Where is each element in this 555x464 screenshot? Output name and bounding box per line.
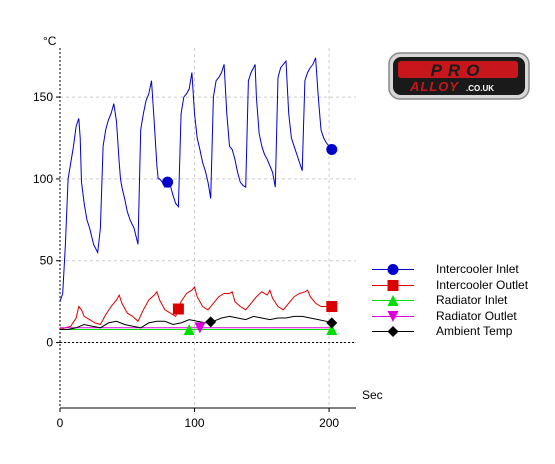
legend-label-intercooler-outlet: Intercooler Outlet	[436, 277, 529, 292]
legend-item-ambient-temp: Ambient Temp	[370, 324, 550, 340]
axes	[56, 48, 356, 412]
marker-intercooler-inlet-1	[162, 176, 174, 188]
marker-intercooler-outlet-1	[172, 303, 184, 315]
marker-ambient-temp-1	[205, 316, 217, 328]
series-markers	[162, 143, 338, 335]
legend-symbol-radiator-inlet	[372, 295, 414, 306]
legend-symbol-radiator-outlet	[372, 310, 414, 322]
logo-suffix: .CO.UK	[466, 84, 494, 93]
legend-label-radiator-inlet: Radiator Inlet	[436, 293, 508, 307]
y-tick-label-50: 50	[40, 254, 54, 268]
marker-radiator-inlet-0	[326, 323, 338, 335]
marker-intercooler-outlet-0	[326, 301, 338, 313]
legend-symbol-intercooler-inlet	[372, 264, 414, 275]
grid	[60, 48, 356, 408]
marker-intercooler-inlet-0	[326, 143, 338, 155]
series-line-intercooler-inlet	[59, 57, 333, 302]
x-axis-unit: Sec	[362, 388, 383, 402]
legend-label-radiator-outlet: Radiator Outlet	[436, 308, 517, 323]
marker-radiator-outlet-0	[194, 322, 206, 334]
legend-item-intercooler-outlet: Intercooler Outlet	[370, 278, 550, 294]
series-line-ambient-temp	[60, 315, 332, 330]
x-tick-label-200: 200	[319, 416, 339, 430]
legend-symbol-ambient-temp	[372, 326, 414, 337]
y-tick-label-100: 100	[33, 172, 53, 186]
legend-marker-intercooler-outlet	[387, 279, 399, 291]
x-tick-label-100: 100	[185, 416, 205, 430]
logo-bottom-word: ALLOY	[409, 79, 459, 94]
y-tick-label-150: 150	[33, 90, 53, 104]
legend-item-radiator-inlet: Radiator Inlet	[370, 293, 550, 309]
legend-marker-ambient-temp	[387, 326, 399, 337]
legend-item-radiator-outlet: Radiator Outlet	[370, 309, 550, 325]
marker-radiator-inlet-1	[183, 323, 195, 335]
legend-label-ambient-temp: Ambient Temp	[436, 324, 513, 338]
legend-marker-intercooler-inlet	[387, 264, 399, 275]
logo-top-word: PRO	[431, 61, 486, 80]
y-axis-unit: °C	[43, 34, 57, 48]
y-tick-label-0: 0	[46, 336, 53, 350]
legend-item-intercooler-inlet: Intercooler Inlet	[370, 262, 550, 278]
marker-ambient-temp-0	[326, 317, 338, 329]
legend-marker-radiator-inlet	[387, 295, 399, 306]
legend: Intercooler Inlet Intercooler Outlet Radia…	[370, 262, 550, 340]
legend-symbol-intercooler-outlet	[372, 279, 414, 291]
series-lines	[59, 57, 333, 330]
series-line-intercooler-outlet	[59, 285, 332, 330]
legend-marker-radiator-outlet	[387, 310, 399, 322]
logo-red-band	[398, 61, 518, 78]
pro-alloy-logo: PRO ALLOY .CO.UK	[388, 52, 530, 100]
legend-label-intercooler-inlet: Intercooler Inlet	[436, 262, 519, 276]
tick-labels: 0 50 100 150 0 100 200	[33, 90, 339, 430]
x-tick-label-0: 0	[57, 416, 64, 430]
